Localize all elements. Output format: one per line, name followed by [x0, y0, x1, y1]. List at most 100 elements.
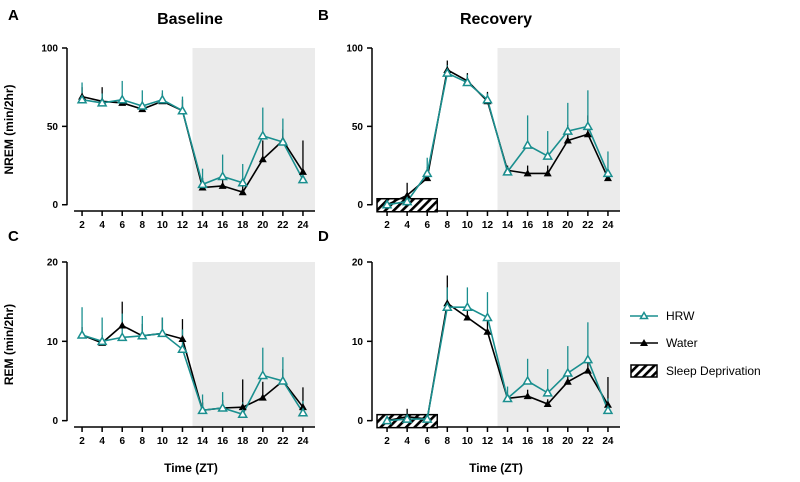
x-tick-label-d-24: 24	[602, 436, 614, 447]
series-line-hrw-b	[386, 71, 609, 206]
x-tick-label-d-12: 12	[482, 436, 494, 447]
x-tick-label-d-10: 10	[462, 436, 474, 447]
column-title-recovery: Recovery	[460, 11, 532, 28]
x-tick-label-d-4: 4	[404, 436, 410, 447]
x-tick-label-b-20: 20	[562, 220, 574, 231]
point-water-d-5	[483, 327, 492, 335]
point-hrw-b-2	[421, 167, 433, 178]
x-tick-label-b-4: 4	[404, 220, 410, 231]
y-axis-title-c: REM (min/2hr)	[2, 304, 16, 385]
x-tick-label-a-24: 24	[297, 220, 309, 231]
x-tick-label-d-22: 22	[582, 436, 594, 447]
point-hrw-b-0	[381, 199, 393, 209]
legend: HRW Water Sleep Deprivation	[630, 309, 761, 378]
panel-letter-d: D	[318, 228, 329, 245]
x-axis-title-c: Time (ZT)	[164, 461, 218, 475]
point-water-a-9	[258, 155, 267, 163]
point-hrw-c-10	[277, 375, 289, 385]
column-title-baseline: Baseline	[157, 11, 223, 28]
point-water-c-8	[238, 403, 247, 411]
point-hrw-a-7	[217, 171, 228, 181]
point-hrw-c-0	[76, 329, 88, 339]
point-hrw-a-11	[297, 174, 309, 184]
y-tick-label-b-100: 100	[346, 44, 363, 55]
point-hrw-d-7	[522, 375, 533, 385]
point-hrw-c-11	[297, 407, 309, 417]
point-hrw-a-2	[116, 94, 128, 104]
legend-water-label: Water	[666, 336, 698, 350]
point-hrw-b-6	[502, 166, 513, 176]
point-water-c-11	[298, 403, 307, 411]
x-tick-label-a-20: 20	[257, 220, 269, 231]
x-tick-label-b-16: 16	[522, 220, 534, 231]
y-tick-label-d-0: 0	[357, 416, 363, 427]
x-tick-label-c-14: 14	[197, 436, 209, 447]
point-hrw-c-7	[217, 402, 228, 412]
panel-letter-b: B	[318, 7, 329, 24]
point-hrw-a-4	[157, 94, 168, 104]
point-hrw-a-10	[277, 136, 289, 146]
x-tick-label-d-14: 14	[502, 436, 514, 447]
point-water-b-10	[583, 130, 592, 138]
y-tick-label-c-0: 0	[52, 416, 58, 427]
legend-sleep-deprivation-swatch	[630, 364, 658, 378]
x-tick-label-a-6: 6	[119, 220, 125, 231]
point-hrw-b-4	[462, 76, 473, 87]
legend-item-hrw: HRW	[630, 309, 695, 323]
y-tick-label-a-100: 100	[41, 44, 58, 55]
legend-item-water: Water	[630, 336, 698, 350]
y-tick-label-b-50: 50	[352, 122, 364, 133]
point-water-b-7	[523, 169, 532, 177]
x-tick-label-a-4: 4	[99, 220, 105, 231]
point-hrw-c-2	[116, 331, 128, 342]
point-hrw-d-5	[482, 312, 493, 322]
legend-sleep-deprivation-label: Sleep Deprivation	[666, 364, 761, 378]
x-tick-label-c-12: 12	[177, 436, 189, 447]
point-hrw-b-10	[582, 120, 594, 131]
x-tick-label-b-8: 8	[445, 220, 451, 231]
point-hrw-a-6	[197, 178, 208, 189]
point-water-a-11	[298, 167, 307, 175]
point-hrw-b-1	[401, 196, 413, 206]
point-hrw-b-8	[542, 150, 554, 160]
y-tick-label-b-0: 0	[357, 200, 363, 211]
point-water-b-1	[403, 191, 412, 199]
point-water-d-7	[523, 392, 532, 400]
point-water-c-5	[178, 334, 187, 342]
x-tick-label-c-20: 20	[257, 436, 269, 447]
point-hrw-c-4	[157, 327, 168, 338]
point-hrw-d-9	[562, 367, 574, 377]
point-water-c-9	[258, 393, 267, 401]
x-tick-label-a-16: 16	[217, 220, 229, 231]
point-hrw-b-9	[562, 125, 574, 135]
x-tick-label-c-24: 24	[297, 436, 309, 447]
series-line-hrw-d	[387, 306, 609, 422]
x-tick-label-c-8: 8	[140, 436, 146, 447]
x-tick-label-b-12: 12	[482, 220, 494, 231]
x-tick-label-d-18: 18	[542, 436, 554, 447]
panel-letter-a: A	[8, 7, 19, 24]
point-hrw-c-8	[237, 408, 249, 419]
point-hrw-a-3	[137, 100, 148, 110]
x-axis-title-d: Time (ZT)	[469, 461, 523, 475]
x-tick-label-d-6: 6	[424, 436, 430, 447]
x-tick-label-c-18: 18	[237, 436, 249, 447]
point-hrw-a-5	[177, 105, 188, 115]
x-tick-label-c-2: 2	[79, 436, 85, 447]
point-water-b-2	[423, 174, 432, 182]
x-tick-label-b-10: 10	[462, 220, 474, 231]
point-hrw-d-1	[401, 413, 413, 423]
x-tick-label-d-20: 20	[562, 436, 574, 447]
x-tick-label-b-2: 2	[384, 220, 390, 231]
point-water-a-8	[238, 188, 247, 196]
y-tick-label-d-20: 20	[352, 258, 364, 269]
dark-phase-shading-a	[192, 48, 315, 211]
point-water-d-10	[583, 366, 592, 374]
legend-item-sleep-deprivation: Sleep Deprivation	[630, 364, 761, 378]
dark-phase-shading-d	[497, 262, 620, 427]
y-tick-label-a-50: 50	[47, 122, 59, 133]
point-water-d-9	[563, 377, 572, 385]
